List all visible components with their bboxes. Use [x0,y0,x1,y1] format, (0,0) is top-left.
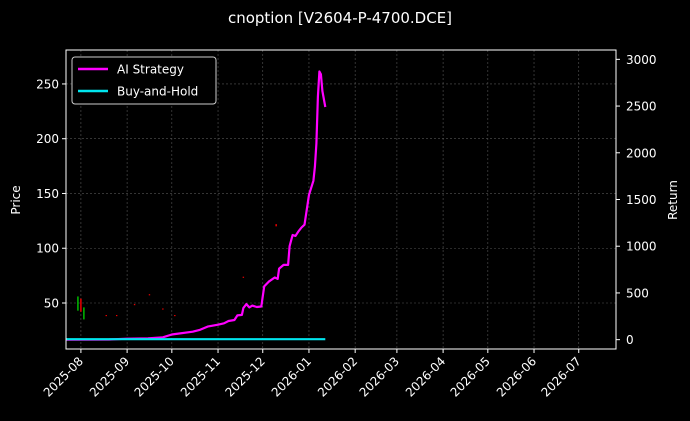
right-tick-label-3000: 3000 [626,53,657,67]
right-tick-label-1500: 1500 [626,193,657,207]
left-tick-label-150: 150 [36,187,59,201]
right-tick-label-2500: 2500 [626,100,657,114]
left-tick-label-100: 100 [36,242,59,256]
left-tick-label-50: 50 [44,297,59,311]
left-tick-label-200: 200 [36,132,59,146]
candles [77,224,277,320]
legend-label-ai-strategy: AI Strategy [117,63,184,77]
series-line-0 [65,70,327,341]
chart-title: cnoption [V2604-P-4700.DCE] [228,9,452,27]
left-axis-label: Price [9,185,23,214]
right-tick-label-0: 0 [626,333,634,347]
right-tick-label-2000: 2000 [626,146,657,160]
legend-label-buy-and-hold: Buy-and-Hold [117,85,198,99]
series-lines [65,70,327,341]
right-axis-label: Return [666,180,680,220]
right-tick-label-500: 500 [626,286,649,300]
left-axis: 50 100 150 200 250 [36,77,66,311]
right-tick-label-1000: 1000 [626,240,657,254]
legend: AI Strategy Buy-and-Hold [71,56,217,105]
left-tick-label-250: 250 [36,77,59,91]
right-axis: 0 500 1000 1500 2000 2500 3000 [616,53,657,347]
